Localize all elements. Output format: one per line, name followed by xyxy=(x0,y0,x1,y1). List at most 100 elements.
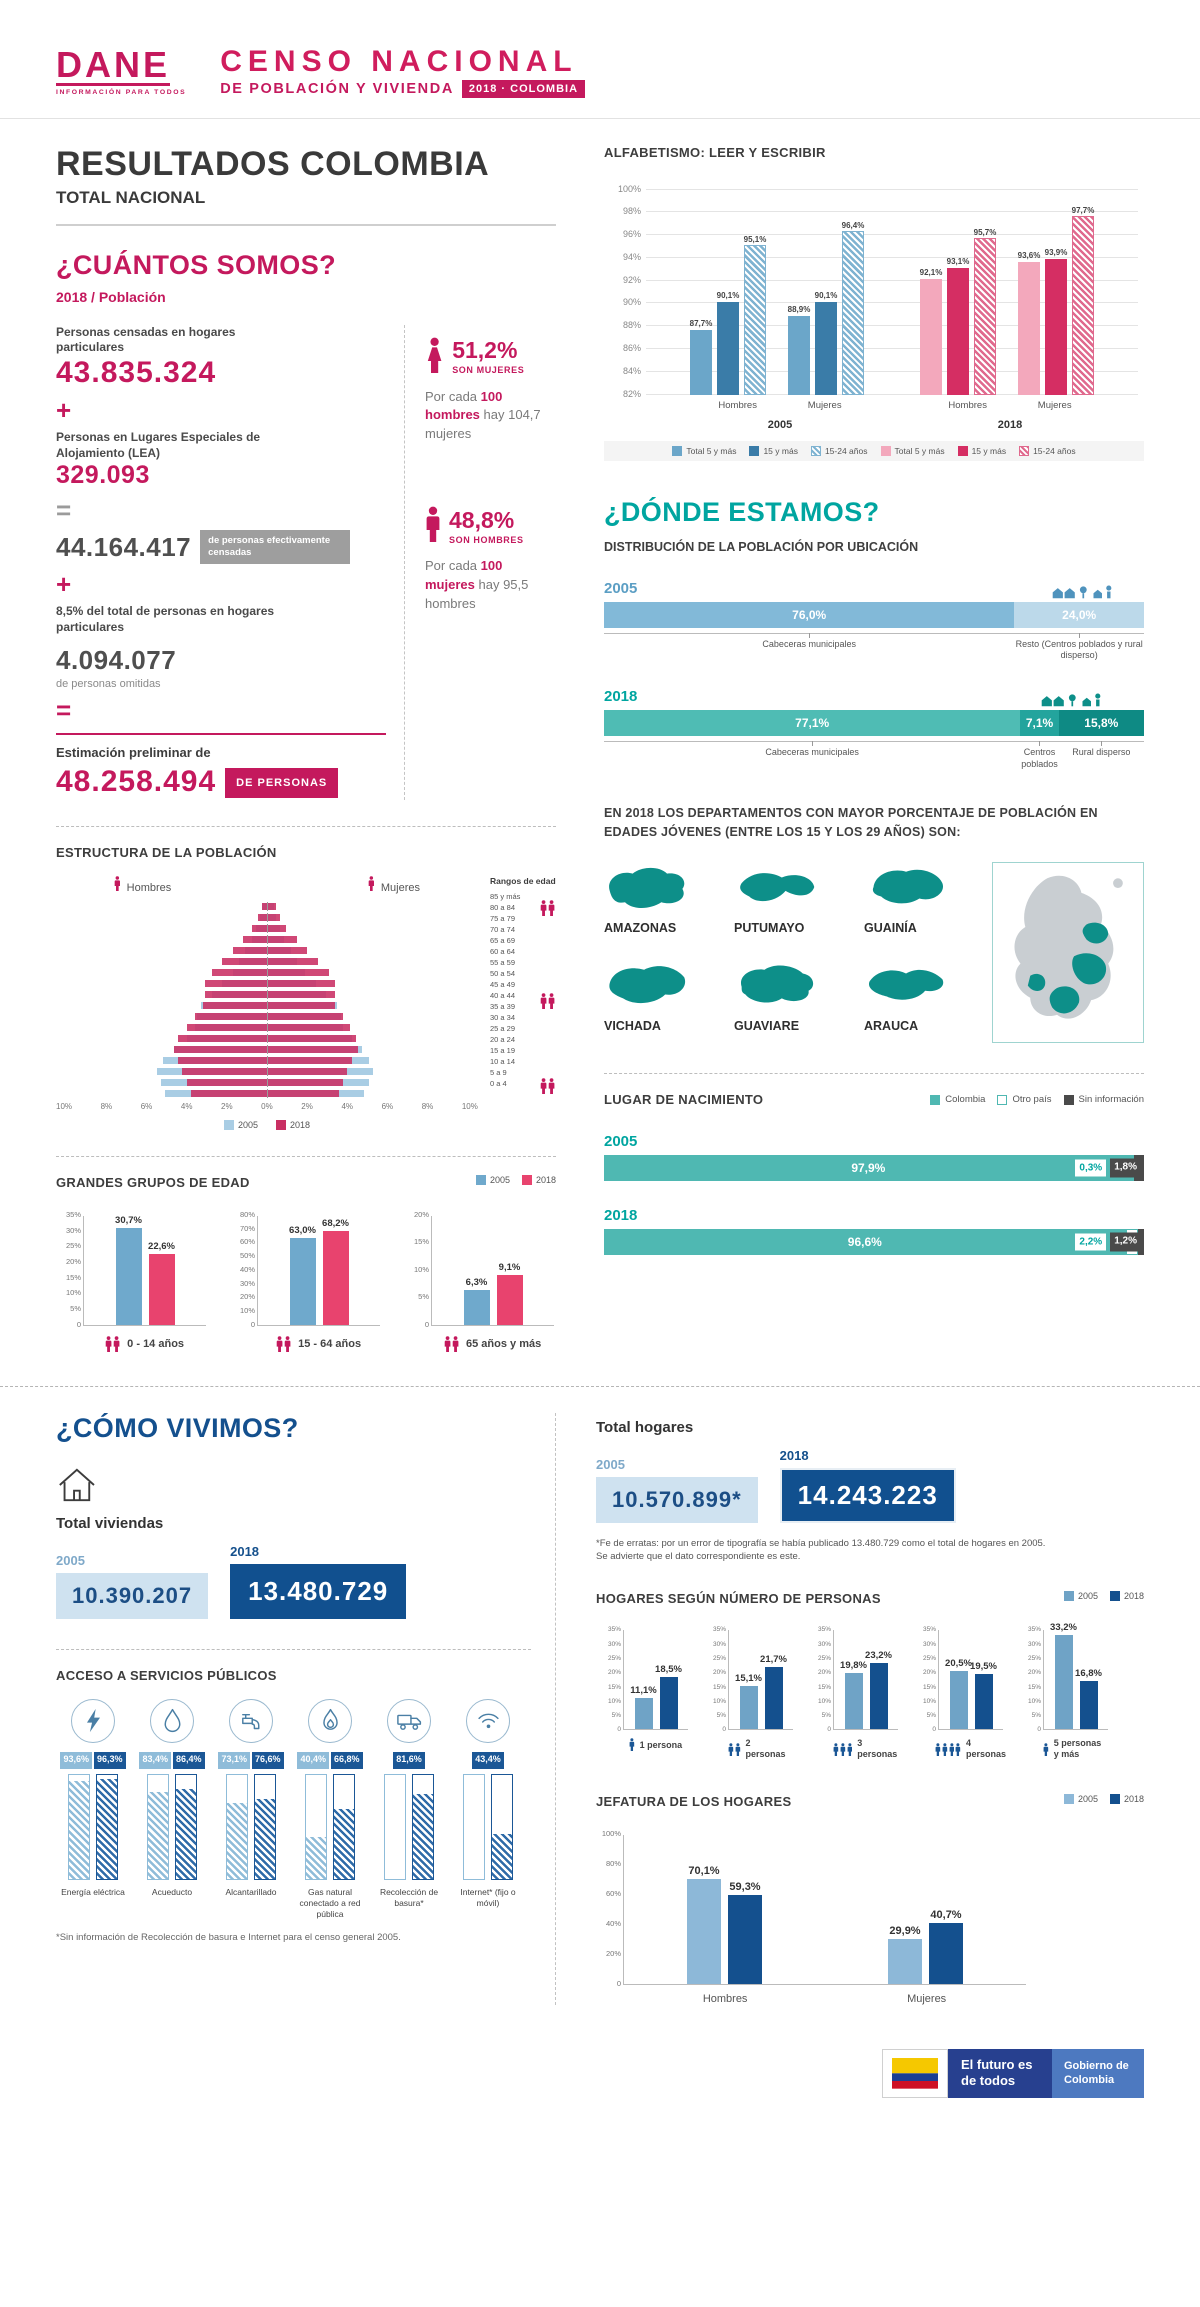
pyr-mid xyxy=(266,1055,268,1065)
stk-chip: 1,8% xyxy=(1110,1158,1141,1178)
hog-5-personas: 0 5% 10% 15% 20% 25% 30% 35% 33,2% 16,8% 5 person… xyxy=(1016,1622,1108,1760)
legend-sin-info-label: Sin información xyxy=(1078,1094,1144,1106)
svc-fill xyxy=(227,1802,247,1879)
legend-2018-swatch xyxy=(521,1174,532,1185)
mujeres-header: Mujeres xyxy=(368,876,420,894)
pc-tick: 10% xyxy=(922,1697,936,1705)
pc-tick: 0 xyxy=(827,1726,831,1734)
pyr-mid xyxy=(266,1066,268,1076)
women-caption: SON MUJERES xyxy=(452,365,525,375)
children-icon xyxy=(105,1336,121,1352)
alfa-tick: 90% xyxy=(622,297,641,308)
estimacion-label: Estimación preliminar de xyxy=(56,745,211,761)
jefatura-legend: 2005 2018 xyxy=(1063,1794,1144,1804)
pyr-mid xyxy=(266,1022,268,1032)
pyr-bar xyxy=(267,946,308,954)
alfa-tick: 88% xyxy=(622,320,641,331)
pyr-mid xyxy=(266,945,268,955)
departamentos-intro: EN 2018 LOS DEPARTAMENTOS CON MAYOR PORC… xyxy=(604,806,1098,839)
svc-fill xyxy=(413,1793,433,1879)
stk-deco xyxy=(1051,583,1122,601)
pyr-ticks: 10% 8% 6% 4% 2% 0% 2% 4% 6% 8% 10% xyxy=(56,1102,478,1111)
pyr-half xyxy=(267,913,479,922)
pc-inner: 63,0% 68,2% xyxy=(258,1216,380,1325)
alfa-cluster: 88,9% 90,1% 96,4% xyxy=(788,221,864,395)
sw xyxy=(749,445,760,456)
pc-bar: 16,8% xyxy=(1075,1668,1102,1730)
pyr-half xyxy=(56,979,267,988)
jefatura-title: JEFATURA DE LOS HOGARES xyxy=(596,1794,792,1809)
pyr-mid xyxy=(266,978,268,988)
svc-frame xyxy=(96,1773,118,1880)
efectivas-value: 44.164.417 xyxy=(56,531,192,562)
svc-frame xyxy=(305,1773,327,1880)
men-stat: 48,8% SON HOMBRES Por cada 100 mujeres h… xyxy=(425,506,556,614)
legend-2005-swatch xyxy=(475,1174,486,1185)
man-icon xyxy=(425,506,441,547)
legend-colombia-swatch xyxy=(930,1094,941,1105)
pc-group: 15,1% 21,7% xyxy=(735,1654,787,1730)
pyr-tick: 2% xyxy=(221,1101,233,1111)
pc-tick: 5% xyxy=(418,1292,429,1302)
svc-fill xyxy=(148,1792,168,1879)
pyr-row xyxy=(56,945,478,955)
children-couple-icon xyxy=(540,1078,556,1094)
hogares-2005: 2005 10.570.899* xyxy=(596,1457,758,1523)
pc-tick: 20% xyxy=(65,1256,81,1266)
pyr-bar xyxy=(205,990,267,998)
pyr-bar xyxy=(267,1012,344,1020)
dept-arauca: ARAUCA xyxy=(864,960,978,1043)
hog-label: 3 personas xyxy=(857,1738,898,1760)
stk-val: 7,1% xyxy=(1025,715,1054,730)
grandes-grupos-section: GRANDES GRUPOS DE EDAD 2005 2018 0 5% 10% 1… xyxy=(56,1155,556,1352)
pyr-half xyxy=(56,1056,267,1065)
pc-inner: 6,3% 9,1% xyxy=(432,1216,554,1325)
censo-line1: CENSO NACIONAL xyxy=(220,45,578,78)
top-grid: RESULTADOS COLOMBIA TOTAL NACIONAL ¿CUÁN… xyxy=(0,119,1200,1352)
age-0-14-chart: 0 5% 10% 15% 20% 25% 30% 35% 30,7% 22,6% xyxy=(56,1210,206,1329)
pyr-li: 2018 xyxy=(276,1119,311,1130)
population-pyramid-chart: 10% 8% 6% 4% 2% 0% 2% 4% 6% 8% 10% 2005 2018 xyxy=(56,901,479,1130)
ubicacion-2005-chart: 2005 76,0% 24,0% Cabeceras municipales Resto… xyxy=(604,580,1144,662)
pc-tick: 70% xyxy=(239,1223,255,1233)
alfabetismo-title: ALFABETISMO: LEER Y ESCRIBIR xyxy=(604,144,826,160)
alfa-ltext: 15-24 años xyxy=(1033,445,1076,456)
pyr-ltext: 2018 xyxy=(290,1119,311,1130)
pyr-bar xyxy=(267,1023,350,1031)
pc-plot: 0 5% 10% 15% 20% 25% 30% 35% 20,5% 19,5% xyxy=(923,1626,1003,1733)
acceso-title: ACCESO A SERVICIOS PÚBLICOS xyxy=(56,1667,277,1683)
pyr-age: 25 a 29 xyxy=(490,1024,516,1033)
pc-val: 11,1% xyxy=(630,1684,657,1696)
pyr-bar xyxy=(203,1001,267,1009)
alfa-grid xyxy=(646,234,1138,236)
pyr-row xyxy=(56,1000,478,1010)
pc-tick: 20% xyxy=(1027,1669,1041,1677)
pyr-half xyxy=(56,1001,267,1010)
legend-otro-pais: Otro país xyxy=(997,1094,1052,1106)
wifi-icon xyxy=(466,1698,510,1743)
pc-tick: 10% xyxy=(1027,1697,1041,1705)
pc-bar: 20,5% xyxy=(945,1658,972,1730)
age-group-65-plus: 0 5% 10% 15% 20% 6,3% 9,1% 65 años y más xyxy=(404,1210,554,1352)
lea-value: 329.093 xyxy=(56,461,150,490)
alfa-litem: Total 5 y más xyxy=(880,445,945,456)
pc-inner: 19,8% 23,2% xyxy=(834,1630,898,1730)
pc-tick: 60% xyxy=(239,1237,255,1247)
grandes-legend: 2005 2018 xyxy=(475,1174,556,1185)
pyr-tick: 4% xyxy=(341,1101,353,1111)
stk-xlab: Rural disperso xyxy=(1059,740,1144,770)
viviendas-2005-value: 10.390.207 xyxy=(56,1572,209,1619)
alfa-cluster: 92,1% 93,1% 95,7% xyxy=(920,228,996,395)
stk-year: 2018 xyxy=(604,1207,638,1225)
pc-group: 30,7% 22,6% xyxy=(115,1215,175,1325)
legend-2018-label: 2018 xyxy=(1123,1794,1144,1804)
alfa-val: 90,1% xyxy=(716,291,740,301)
sw xyxy=(957,445,968,456)
alfa-bar: 97,7% xyxy=(1072,206,1094,395)
stk-val: 15,8% xyxy=(1084,715,1119,730)
legend-otro-pais-label: Otro país xyxy=(1012,1094,1052,1106)
pyr-half xyxy=(267,1078,479,1087)
sw xyxy=(810,445,821,456)
fe-de-erratas-note: *Fe de erratas: por un error de tipograf… xyxy=(596,1537,1046,1563)
pyr-half xyxy=(56,924,267,933)
